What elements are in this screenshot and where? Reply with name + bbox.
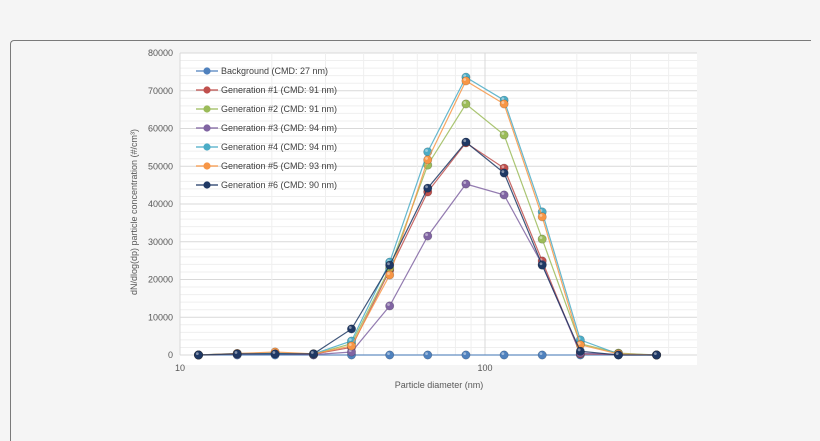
legend-label: Generation #1 (CMD: 91 nm) <box>221 85 337 95</box>
legend-label: Generation #6 (CMD: 90 nm) <box>221 180 337 190</box>
y-axis-ticks: 0 10000 20000 30000 40000 50000 60000 70000 8000… <box>148 48 173 360</box>
legend-label: Background (CMD: 27 nm) <box>221 66 328 76</box>
legend: Background (CMD: 27 nm) Generation #1 (CM… <box>196 66 337 190</box>
legend-marker-icon <box>203 181 211 189</box>
legend-item: Generation #5 (CMD: 93 nm) <box>196 161 337 171</box>
legend-item: Generation #4 (CMD: 94 nm) <box>196 142 337 152</box>
x-axis-title: Particle diameter (nm) <box>395 380 484 390</box>
data-point-marker <box>270 349 280 359</box>
legend-marker-icon <box>203 105 211 113</box>
legend-label: Generation #3 (CMD: 94 nm) <box>221 123 337 133</box>
data-point-marker <box>461 350 471 360</box>
data-point-marker <box>613 350 623 360</box>
legend-marker-icon <box>203 67 211 75</box>
data-point-marker <box>346 324 356 334</box>
data-point-marker <box>461 137 471 147</box>
data-point-marker <box>232 349 242 359</box>
data-point-marker <box>537 212 547 222</box>
y-tick-label: 50000 <box>148 161 173 171</box>
y-tick-label: 70000 <box>148 86 173 96</box>
legend-label: Generation #5 (CMD: 93 nm) <box>221 161 337 171</box>
data-point-marker <box>461 76 471 86</box>
y-tick-label: 40000 <box>148 199 173 209</box>
legend-item: Generation #6 (CMD: 90 nm) <box>196 180 337 190</box>
data-point-marker <box>461 179 471 189</box>
legend-item: Generation #2 (CMD: 91 nm) <box>196 104 337 114</box>
data-point-marker <box>652 350 662 360</box>
data-point-marker <box>423 183 433 193</box>
data-point-marker <box>423 155 433 165</box>
data-point-marker <box>309 349 319 359</box>
data-point-marker <box>346 341 356 351</box>
data-point-marker <box>499 168 509 178</box>
data-point-marker <box>499 130 509 140</box>
data-point-marker <box>537 260 547 270</box>
data-point-marker <box>461 99 471 109</box>
y-tick-label: 20000 <box>148 275 173 285</box>
series-6 <box>194 137 662 360</box>
y-axis-title: dN/dlog(dp) particle concentration (#/cm… <box>129 129 139 295</box>
legend-marker-icon <box>203 143 211 151</box>
data-point-marker <box>385 270 395 280</box>
legend-label: Generation #4 (CMD: 94 nm) <box>221 142 337 152</box>
data-point-marker <box>575 346 585 356</box>
legend-marker-icon <box>203 86 211 94</box>
data-point-marker <box>385 301 395 311</box>
legend-label: Generation #2 (CMD: 91 nm) <box>221 104 337 114</box>
figure-frame <box>10 40 811 441</box>
data-point-marker <box>385 350 395 360</box>
y-tick-label: 10000 <box>148 312 173 322</box>
y-tick-label: 30000 <box>148 237 173 247</box>
data-point-marker <box>385 260 395 270</box>
data-point-marker <box>499 350 509 360</box>
data-point-marker <box>499 190 509 200</box>
data-point-marker <box>537 234 547 244</box>
particle-size-distribution-chart: 0 10000 20000 30000 40000 50000 60000 70000 8000… <box>129 48 697 390</box>
y-tick-label: 60000 <box>148 124 173 134</box>
data-point-marker <box>423 350 433 360</box>
legend-marker-icon <box>203 124 211 132</box>
legend-item: Generation #3 (CMD: 94 nm) <box>196 123 337 133</box>
plot-area <box>180 53 697 365</box>
x-tick-label: 10 <box>175 363 185 373</box>
data-point-marker <box>423 231 433 241</box>
x-axis-ticks: 10 100 <box>175 363 493 373</box>
gridlines <box>179 52 697 356</box>
y-tick-label: 0 <box>168 350 173 360</box>
legend-item: Generation #1 (CMD: 91 nm) <box>196 85 337 95</box>
data-point-marker <box>499 99 509 109</box>
data-point-marker <box>194 350 204 360</box>
data-series <box>194 72 662 360</box>
legend-item: Background (CMD: 27 nm) <box>196 66 328 76</box>
y-tick-label: 80000 <box>148 48 173 58</box>
legend-marker-icon <box>203 162 211 170</box>
x-tick-label: 100 <box>477 363 492 373</box>
data-point-marker <box>537 350 547 360</box>
